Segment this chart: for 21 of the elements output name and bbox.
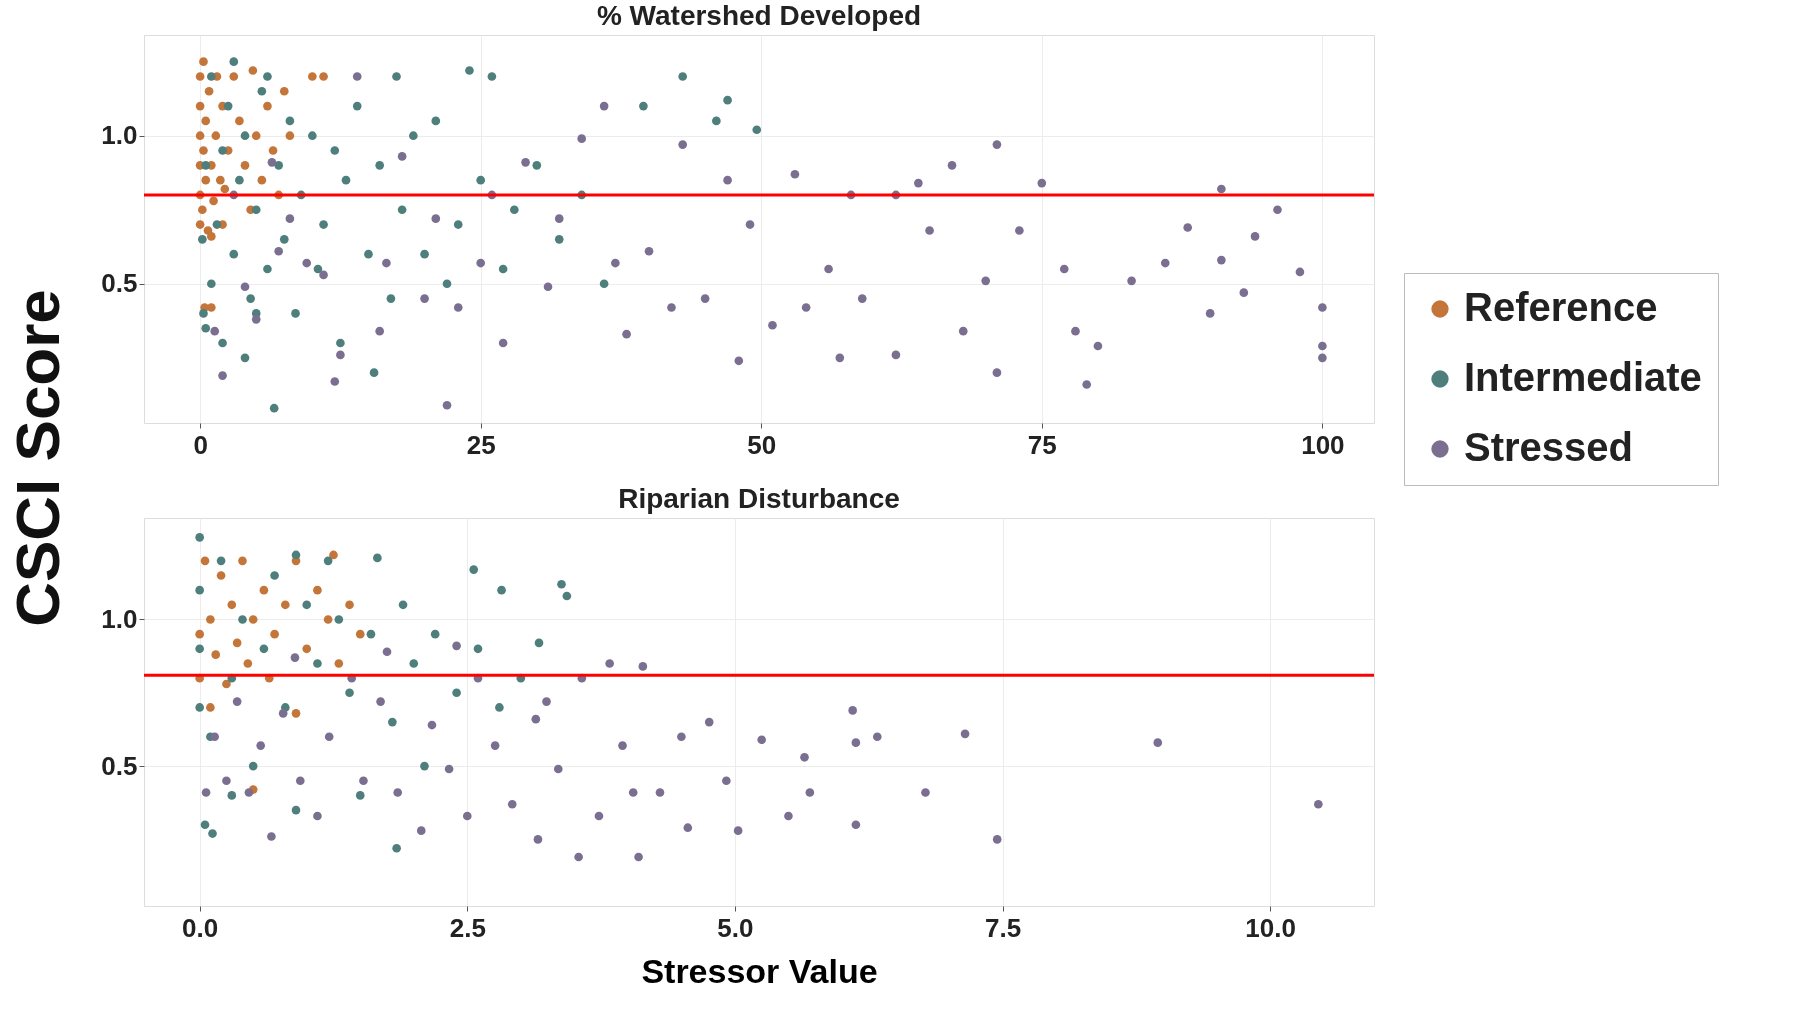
chart-title: Riparian Disturbance	[618, 483, 900, 514]
y-tick-label: 0.5	[101, 750, 138, 781]
legend-label: Stressed	[1464, 425, 1633, 469]
x-tick-label: 10.0	[1245, 912, 1296, 943]
y-tick-label: 0.5	[101, 268, 138, 299]
x-tick-label: 50	[747, 429, 777, 460]
y-axis-title: CSCI Score	[3, 289, 72, 627]
x-tick-label: 0.0	[182, 912, 219, 943]
x-tick-label: 5.0	[717, 912, 754, 943]
y-tick-label: 1.0	[101, 120, 138, 151]
x-tick-label: 2.5	[449, 912, 486, 943]
y-tick-label: 1.0	[101, 603, 138, 634]
chart-title: % Watershed Developed	[596, 0, 922, 31]
x-tick-label: 0	[193, 429, 208, 460]
x-tick-label: 75	[1027, 429, 1057, 460]
x-tick-label: 100	[1301, 429, 1345, 460]
x-tick-label: 7.5	[984, 912, 1022, 943]
x-axis-title: Stressor Value	[641, 951, 878, 990]
legend-label: Intermediate	[1464, 355, 1702, 399]
x-tick-label: 25	[466, 429, 496, 460]
legend-label: Reference	[1464, 285, 1658, 329]
